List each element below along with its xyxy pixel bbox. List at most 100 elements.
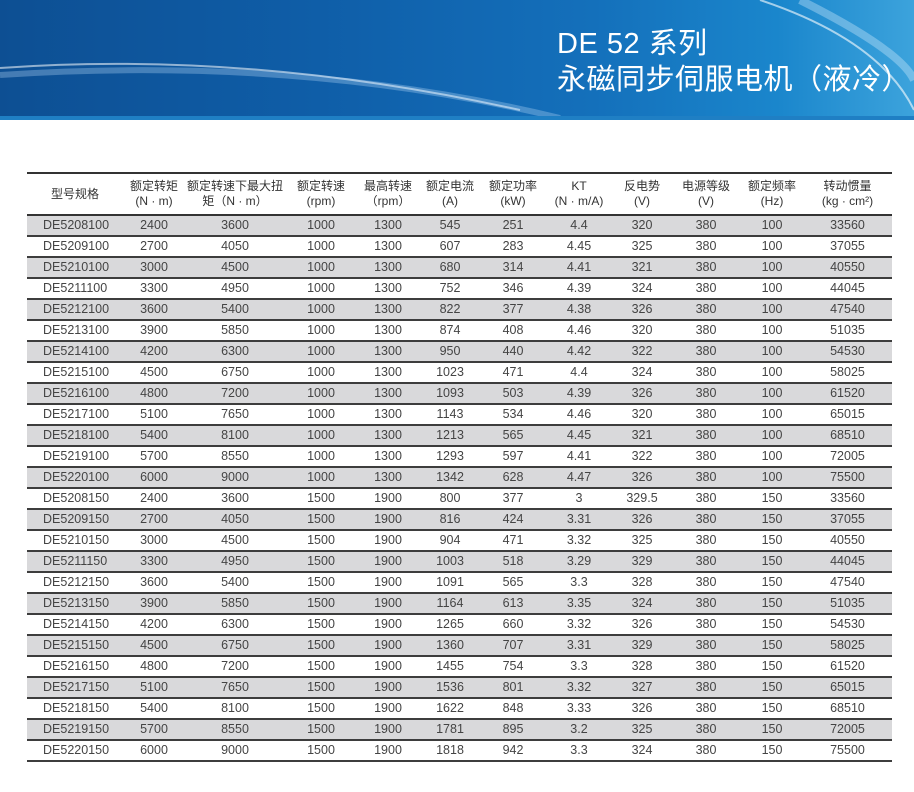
value-cell: 328 <box>613 656 671 678</box>
value-cell: 3000 <box>123 257 185 279</box>
value-cell: 54530 <box>803 341 892 363</box>
value-cell: 1900 <box>357 530 419 552</box>
value-cell: 1500 <box>285 530 357 552</box>
value-cell: 325 <box>613 236 671 258</box>
spec-table: 型号规格 额定转矩 (N · m) 额定转速下最大扭 矩（N · m） 额定转速 (rpm)… <box>27 172 892 762</box>
value-cell: 4.39 <box>545 278 613 300</box>
value-cell: 4050 <box>185 236 285 258</box>
value-cell: 904 <box>419 530 481 552</box>
value-cell: 607 <box>419 236 481 258</box>
value-cell: 4050 <box>185 509 285 531</box>
value-cell: 51035 <box>803 593 892 615</box>
value-cell: 37055 <box>803 236 892 258</box>
value-cell: 3.29 <box>545 551 613 573</box>
value-cell: 1900 <box>357 677 419 699</box>
value-cell: 3000 <box>123 530 185 552</box>
model-cell: DE5218150 <box>27 698 123 720</box>
value-cell: 3.33 <box>545 698 613 720</box>
model-cell: DE5211150 <box>27 551 123 573</box>
value-cell: 40550 <box>803 257 892 279</box>
value-cell: 72005 <box>803 719 892 741</box>
column-header: 额定转速下最大扭 矩（N · m） <box>185 172 285 216</box>
value-cell: 2700 <box>123 509 185 531</box>
value-cell: 1000 <box>285 236 357 258</box>
value-cell: 380 <box>671 236 741 258</box>
value-cell: 150 <box>741 593 803 615</box>
value-cell: 1342 <box>419 467 481 489</box>
value-cell: 150 <box>741 677 803 699</box>
value-cell: 380 <box>671 572 741 594</box>
value-cell: 4200 <box>123 614 185 636</box>
value-cell: 380 <box>671 278 741 300</box>
value-cell: 1500 <box>285 551 357 573</box>
value-cell: 380 <box>671 509 741 531</box>
model-cell: DE5210150 <box>27 530 123 552</box>
value-cell: 380 <box>671 551 741 573</box>
value-cell: 329 <box>613 551 671 573</box>
column-header-unit: (A) <box>442 194 458 208</box>
value-cell: 324 <box>613 740 671 762</box>
value-cell: 2400 <box>123 215 185 237</box>
value-cell: 1143 <box>419 404 481 426</box>
value-cell: 6300 <box>185 341 285 363</box>
value-cell: 3600 <box>185 488 285 510</box>
model-cell: DE5213100 <box>27 320 123 342</box>
value-cell: 51035 <box>803 320 892 342</box>
value-cell: 6000 <box>123 740 185 762</box>
value-cell: 3.2 <box>545 719 613 741</box>
value-cell: 44045 <box>803 551 892 573</box>
value-cell: 597 <box>481 446 545 468</box>
value-cell: 1622 <box>419 698 481 720</box>
value-cell: 950 <box>419 341 481 363</box>
title-series: DE 52 系列 <box>557 28 708 60</box>
column-header: 反电势 (V) <box>613 172 671 216</box>
value-cell: 1093 <box>419 383 481 405</box>
value-cell: 326 <box>613 299 671 321</box>
column-header-unit: (N · m) <box>135 194 173 208</box>
table-body: DE5208100 2400 3600 1000 1300 545 251 4.4 320 380… <box>27 215 892 762</box>
value-cell: 1500 <box>285 677 357 699</box>
value-cell: 61520 <box>803 656 892 678</box>
value-cell: 1300 <box>357 404 419 426</box>
value-cell: 150 <box>741 698 803 720</box>
value-cell: 3600 <box>123 572 185 594</box>
value-cell: 380 <box>671 719 741 741</box>
column-header: 额定转速 (rpm) <box>285 172 357 216</box>
value-cell: 328 <box>613 572 671 594</box>
value-cell: 327 <box>613 677 671 699</box>
value-cell: 3.31 <box>545 509 613 531</box>
value-cell: 1900 <box>357 593 419 615</box>
value-cell: 4.39 <box>545 383 613 405</box>
value-cell: 1265 <box>419 614 481 636</box>
value-cell: 380 <box>671 257 741 279</box>
value-cell: 1300 <box>357 362 419 384</box>
table-row: DE5212100 3600 5400 1000 1300 822 377 4.38 326 38… <box>27 299 892 321</box>
value-cell: 1000 <box>285 362 357 384</box>
value-cell: 150 <box>741 530 803 552</box>
value-cell: 3.3 <box>545 572 613 594</box>
value-cell: 4.46 <box>545 320 613 342</box>
value-cell: 377 <box>481 299 545 321</box>
value-cell: 1000 <box>285 278 357 300</box>
value-cell: 1300 <box>357 236 419 258</box>
table-row: DE5211100 3300 4950 1000 1300 752 346 4.39 324 38… <box>27 278 892 300</box>
value-cell: 801 <box>481 677 545 699</box>
value-cell: 8550 <box>185 446 285 468</box>
value-cell: 324 <box>613 362 671 384</box>
value-cell: 440 <box>481 341 545 363</box>
column-header-unit: (N · m/A) <box>554 194 604 208</box>
value-cell: 1091 <box>419 572 481 594</box>
value-cell: 380 <box>671 614 741 636</box>
value-cell: 1500 <box>285 656 357 678</box>
model-cell: DE5209100 <box>27 236 123 258</box>
value-cell: 380 <box>671 425 741 447</box>
value-cell: 100 <box>741 341 803 363</box>
value-cell: 150 <box>741 488 803 510</box>
value-cell: 380 <box>671 635 741 657</box>
value-cell: 329 <box>613 635 671 657</box>
value-cell: 380 <box>671 383 741 405</box>
value-cell: 150 <box>741 719 803 741</box>
value-cell: 565 <box>481 425 545 447</box>
value-cell: 4950 <box>185 551 285 573</box>
value-cell: 4.41 <box>545 257 613 279</box>
